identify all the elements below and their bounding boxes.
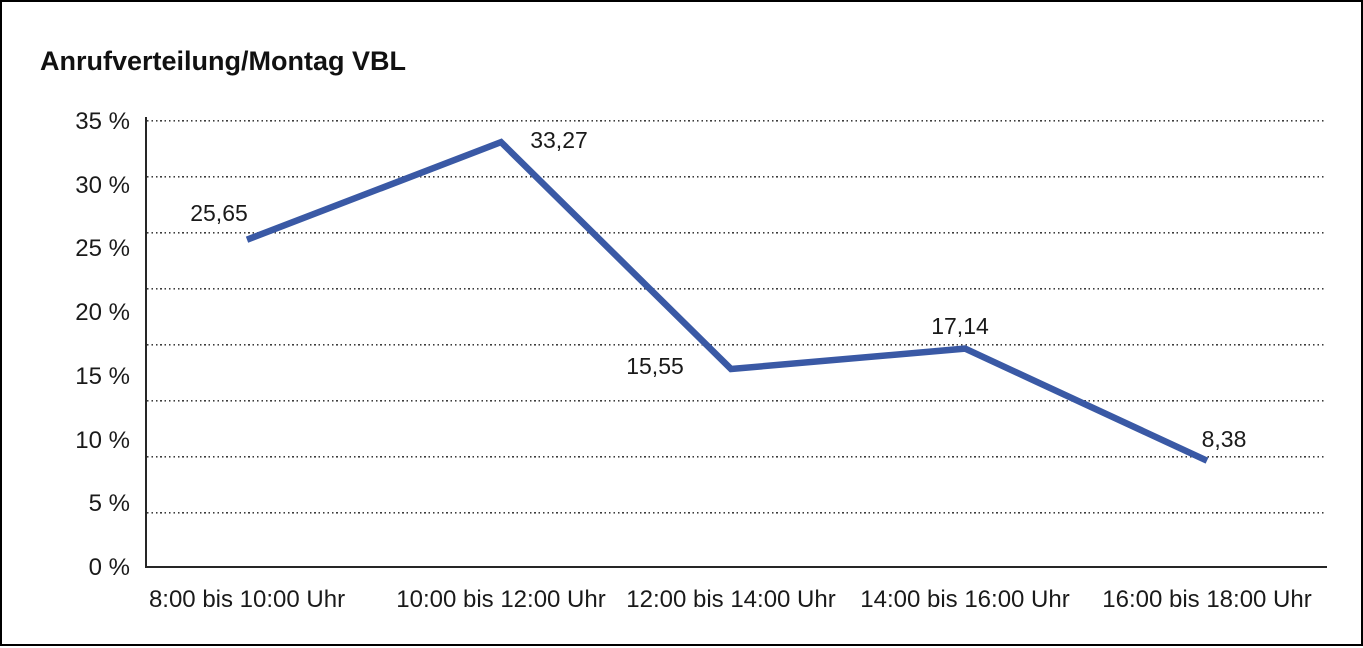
gridline: [147, 120, 1325, 122]
series-line: [245, 138, 1209, 464]
x-axis-label: 14:00 bis 16:00 Uhr: [860, 586, 1070, 613]
gridline: [147, 344, 1325, 346]
line-series-svg: [245, 138, 1209, 464]
y-tick-label: 35 %: [75, 108, 130, 135]
gridline: [147, 232, 1325, 234]
y-tick-label: 0 %: [88, 554, 130, 581]
data-label: 33,27: [530, 127, 588, 154]
y-tick-label: 10 %: [75, 426, 130, 454]
gridline: [147, 456, 1325, 458]
y-tick-label: 25 %: [75, 235, 130, 263]
gridline: [147, 288, 1325, 290]
gridline: [147, 176, 1325, 178]
gridline: [147, 512, 1325, 514]
x-axis-label: 8:00 bis 10:00 Uhr: [148, 586, 346, 613]
data-label: 15,55: [626, 352, 684, 379]
data-label: 17,14: [931, 312, 989, 339]
x-axis-label: 16:00 bis 18:00 Uhr: [1102, 586, 1312, 613]
y-tick-label: 20 %: [75, 299, 130, 327]
data-label: 25,65: [190, 199, 248, 226]
y-tick-label: 5 %: [88, 490, 130, 518]
x-axis-label: 10:00 bis 12:00 Uhr: [396, 586, 606, 613]
plot-area: [145, 120, 1325, 568]
y-tick-label: 30 %: [75, 171, 130, 199]
page-title: Anrufverteilung/Montag VBL: [40, 46, 406, 77]
y-axis-line: [145, 117, 147, 568]
x-axis-line: [145, 566, 1327, 568]
x-axis-label: 12:00 bis 14:00 Uhr: [626, 586, 836, 613]
gridline: [147, 400, 1325, 402]
y-tick-label: 15 %: [75, 362, 130, 390]
data-label: 8,38: [1201, 425, 1247, 452]
